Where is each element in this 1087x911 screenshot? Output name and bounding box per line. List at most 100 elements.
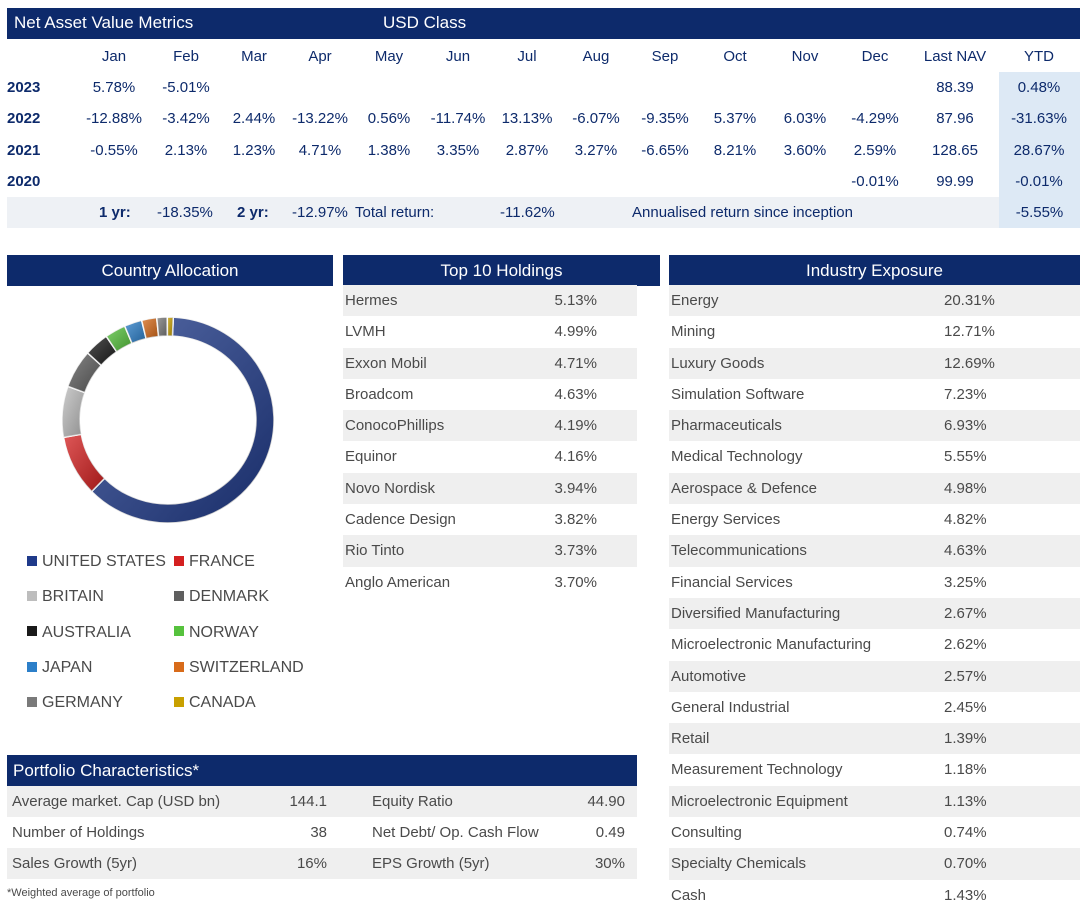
nav-column-headers: Jan Feb Mar Apr May Jun Jul Aug Sep Oct Nov Dec Last… (7, 41, 1080, 72)
holding-name: LVMH (345, 323, 386, 341)
nav-col-header: May (374, 48, 404, 65)
industry-pct: 4.82% (944, 511, 987, 529)
holding-pct: 4.19% (554, 417, 597, 435)
portfolio-label: Net Debt/ Op. Cash Flow (372, 824, 539, 841)
nav-cell: 5.78% (92, 79, 136, 96)
nav-cell: 128.65 (932, 141, 978, 159)
industry-row: Energy 20.31% (669, 285, 1080, 317)
total-return-label: Total return: (355, 204, 435, 221)
holding-pct: 4.71% (554, 354, 597, 372)
nav-cell: -12.88% (86, 110, 142, 128)
portfolio-value: 0.49 (595, 824, 625, 841)
industry-pct: 6.93% (944, 417, 987, 435)
nav-cell: -6.65% (641, 141, 689, 159)
industry-list: Energy 20.31% Mining 12.71% Luxury Goods 12.6… (669, 285, 1080, 911)
industry-row: Microelectronic Equipment 1.13% (669, 785, 1080, 818)
ytd-column-highlight (999, 72, 1080, 228)
nav-year-row: 2021 -0.55% 2.13% 1.23% 4.71% 1.38% 3.35% 2.87%… (7, 135, 1080, 166)
holding-pct: 5.13% (554, 292, 597, 309)
legend-item: CANADA (174, 693, 256, 713)
nav-cell (625, 166, 705, 197)
nav-col-header: Feb (173, 48, 199, 65)
country-allocation-title: Country Allocation (7, 255, 333, 286)
portfolio-value: 30% (594, 855, 625, 872)
industry-row: Energy Services 4.82% (669, 504, 1080, 535)
industry-pct: 4.63% (944, 542, 987, 560)
nav-cell (695, 72, 775, 103)
portfolio-row: Average market. Cap (USD bn) 144.1 Equity … (7, 786, 637, 817)
nav-cell: 1.38% (367, 141, 411, 159)
industry-pct: 0.70% (944, 855, 987, 873)
industry-row: Specialty Chemicals 0.70% (669, 848, 1080, 880)
legend-swatch (27, 555, 37, 566)
nav-cell (74, 166, 154, 197)
nav-cell (349, 166, 429, 197)
donut-slice-shade (167, 317, 174, 337)
industry-name: Pharmaceuticals (671, 417, 782, 435)
nav-summary-row: 1 yr: -18.35% 2 yr: -12.97% Total return… (7, 197, 999, 228)
industry-name: Simulation Software (671, 385, 805, 403)
nav-year: 2023 (7, 79, 41, 96)
nav-col-header: Jul (517, 48, 537, 65)
holding-name: Novo Nordisk (345, 479, 436, 497)
industry-pct: 1.13% (944, 792, 987, 810)
nav-cell: -31.63% (1011, 110, 1067, 128)
nav-year-row: 2020 -0.01% 99.99 -0.01% (7, 166, 1080, 197)
legend-item: SWITZERLAND (174, 658, 304, 678)
holding-pct: 3.82% (554, 511, 597, 529)
nav-cell (556, 72, 636, 103)
holding-row: Anglo American 3.70% (343, 567, 637, 598)
industry-name: Financial Services (671, 573, 793, 591)
annualised-label: Annualised return since inception (632, 204, 853, 221)
holding-row: Exxon Mobil 4.71% (343, 347, 637, 379)
industry-pct: 5.55% (944, 448, 987, 466)
portfolio-footnote: *Weighted average of portfolio (7, 887, 155, 899)
nav-year: 2021 (7, 141, 41, 159)
industry-name: General Industrial (671, 698, 790, 716)
nav-col-header: Dec (861, 48, 889, 65)
legend-swatch (174, 591, 184, 602)
legend-swatch (174, 555, 184, 566)
industry-name: Specialty Chemicals (671, 855, 807, 873)
portfolio-value: 44.90 (587, 793, 625, 810)
industry-row: Luxury Goods 12.69% (669, 347, 1080, 379)
nav-cell: 0.48% (1017, 79, 1061, 96)
nav-cell: 0.56% (367, 110, 411, 128)
legend-item: DENMARK (174, 587, 269, 607)
nav-col-header: Last NAV (923, 48, 987, 65)
holding-row: Equinor 4.16% (343, 441, 637, 472)
industry-pct: 0.74% (944, 824, 987, 842)
industry-pct: 4.98% (944, 479, 987, 497)
portfolio-label: EPS Growth (5yr) (372, 855, 490, 872)
industry-name: Consulting (671, 824, 742, 842)
industry-name: Luxury Goods (671, 354, 765, 372)
nav-col-header: Jun (445, 48, 471, 65)
donut-slice-shade (67, 352, 102, 393)
nav-cell: 28.67% (1013, 141, 1065, 159)
one-yr-label: 1 yr: (99, 204, 131, 221)
nav-cell: -0.01% (1015, 172, 1063, 190)
legend-swatch (174, 696, 184, 707)
holding-name: Anglo American (345, 573, 451, 591)
holding-row: Cadence Design 3.82% (343, 504, 637, 535)
nav-col-header: Nov (791, 48, 819, 65)
industry-pct: 1.39% (944, 730, 987, 748)
donut-slice-shade (156, 317, 168, 337)
holding-pct: 3.73% (554, 542, 597, 560)
annualised-value: -5.55% (1015, 204, 1064, 221)
portfolio-value: 144.1 (289, 793, 327, 810)
nav-cell: -3.42% (162, 110, 210, 128)
donut-slice-shade (63, 434, 105, 492)
holding-row: Novo Nordisk 3.94% (343, 472, 637, 505)
legend-item: AUSTRALIA (27, 623, 131, 643)
nav-col-header: Aug (582, 48, 610, 65)
nav-col-header: Oct (723, 48, 747, 65)
legend-label: FRANCE (189, 553, 255, 570)
nav-col-header: Apr (308, 48, 332, 65)
legend-swatch (27, 661, 37, 672)
legend-item: BRITAIN (27, 587, 104, 607)
legend-label: AUSTRALIA (42, 623, 131, 641)
nav-col-header: YTD (1024, 48, 1054, 65)
nav-cell (487, 72, 567, 103)
industry-row: Retail 1.39% (669, 723, 1080, 755)
